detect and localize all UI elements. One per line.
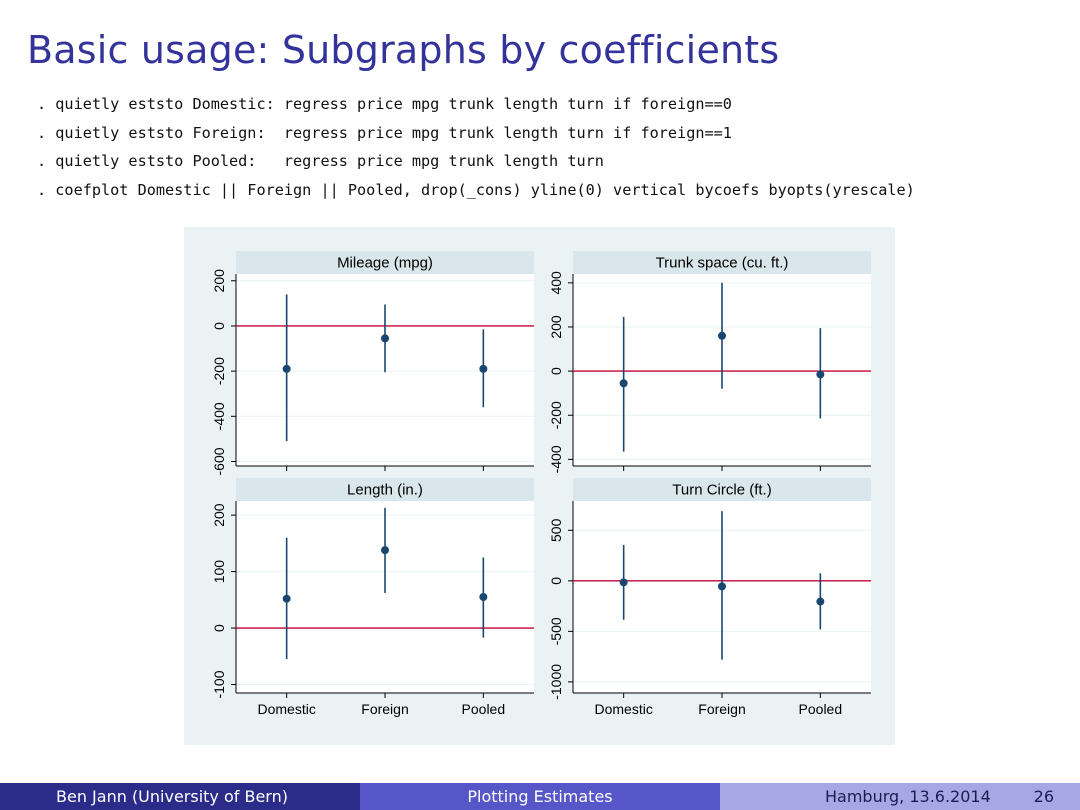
code-line: . quietly eststo Domestic: regress price…	[37, 95, 732, 113]
point-estimate	[282, 594, 291, 603]
x-tick-label: Pooled	[462, 701, 506, 717]
x-tick-label: Domestic	[257, 701, 315, 717]
code-block: . quietly eststo Domestic: regress price…	[37, 92, 915, 206]
y-tick-label: 400	[548, 271, 564, 295]
point-estimate	[381, 334, 389, 343]
chart-panel: Length (in.) 200 100 0 -100 Domestic Foreign Po…	[211, 478, 534, 717]
code-line: . quietly eststo Pooled: regress price m…	[37, 152, 604, 170]
point-estimate	[479, 593, 488, 601]
panel-title: Turn Circle (ft.)	[672, 482, 771, 499]
x-tick-label: Pooled	[799, 701, 843, 717]
y-tick-label: 0	[548, 577, 564, 585]
point-estimate	[619, 578, 628, 587]
y-tick-label: -600	[211, 447, 227, 475]
slide-title: Basic usage: Subgraphs by coefficients	[27, 28, 780, 72]
y-tick-label: -200	[211, 357, 227, 385]
coefplot-figure: Mileage (mpg) 200 0 -200 -400 -600 Trunk space…	[184, 227, 895, 745]
panel-header	[236, 478, 534, 501]
y-tick-label: -200	[548, 401, 564, 429]
y-tick-label: 200	[211, 503, 227, 527]
footer-bar: Ben Jann (University of Bern) Plotting E…	[0, 783, 1080, 810]
y-tick-label: -500	[548, 617, 564, 645]
panel-title: Length (in.)	[347, 482, 423, 499]
panel-title: Trunk space (cu. ft.)	[656, 255, 789, 272]
footer-date: Hamburg, 13.6.2014	[825, 787, 991, 806]
x-tick-label: Foreign	[698, 701, 745, 717]
x-tick-label: Foreign	[361, 701, 408, 717]
footer-author: Ben Jann (University of Bern)	[56, 787, 288, 806]
point-estimate	[381, 546, 389, 555]
point-estimate	[282, 364, 291, 373]
point-estimate	[816, 597, 825, 606]
y-tick-label: 500	[548, 518, 564, 542]
x-tick-label: Domestic	[594, 701, 652, 717]
footer-author-section: Ben Jann (University of Bern)	[0, 783, 360, 810]
panel-header	[573, 478, 871, 501]
y-tick-label: -400	[211, 402, 227, 430]
point-estimate	[619, 379, 628, 388]
point-estimate	[479, 364, 488, 373]
y-tick-label: -400	[548, 445, 564, 473]
panel-title: Mileage (mpg)	[337, 255, 433, 272]
panel-header	[236, 251, 534, 274]
chart-panel: Turn Circle (ft.) 500 0 -500 -1000 Domestic Fo…	[548, 478, 871, 717]
footer-talk-title: Plotting Estimates	[360, 783, 720, 810]
y-tick-label: -100	[211, 670, 227, 698]
code-line: . quietly eststo Foreign: regress price …	[37, 123, 732, 142]
point-estimate	[718, 582, 726, 591]
y-tick-label: -1000	[548, 664, 564, 700]
chart-svg: Mileage (mpg) 200 0 -200 -400 -600 Trunk space…	[211, 251, 871, 717]
y-tick-label: 0	[548, 367, 564, 375]
y-tick-label: 0	[211, 624, 227, 632]
footer-right-section: Hamburg, 13.6.2014 26	[720, 783, 1080, 810]
panel-header	[573, 251, 871, 274]
y-tick-label: 200	[548, 315, 564, 339]
point-estimate	[718, 331, 726, 340]
y-tick-label: 100	[211, 560, 227, 584]
y-tick-label: 200	[211, 269, 227, 293]
point-estimate	[816, 370, 825, 379]
y-tick-label: 0	[211, 322, 227, 330]
code-line: . coefplot Domestic || Foreign || Pooled…	[37, 180, 915, 199]
chart-panel: Mileage (mpg) 200 0 -200 -400 -600	[211, 251, 534, 475]
chart-panel: Trunk space (cu. ft.) 400 200 0 -200 -400	[548, 251, 871, 473]
page-number: 26	[1033, 787, 1054, 806]
